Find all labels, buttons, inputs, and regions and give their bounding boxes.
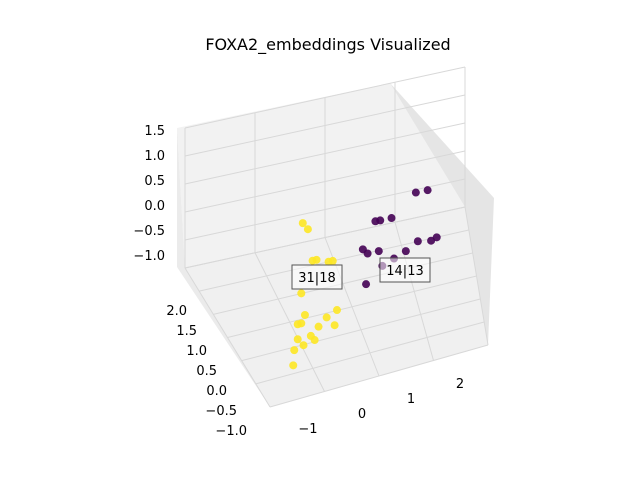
axis-panes [177,83,494,407]
data-point [332,306,341,315]
z-tick-label: 0.0 [144,199,165,214]
data-point [432,233,441,242]
x-tick-label: −1 [298,422,317,437]
z-tick-label: −1.0 [133,249,165,264]
data-point [303,225,312,234]
data-point [312,255,321,264]
data-point [413,237,422,246]
data-point [310,336,319,345]
data-point [297,319,306,328]
data-point [314,322,323,331]
data-point [401,247,410,256]
grid-line [184,178,466,241]
data-point [363,249,372,258]
grid-line [184,122,466,185]
data-point [374,247,383,256]
z-tick-label: 0.5 [144,174,165,189]
y-tick-label: 0.0 [206,384,227,399]
z-tick-label: 1.0 [144,149,165,164]
annotation-box [291,264,343,290]
y-tick-label: −1.0 [215,424,247,439]
grid-line [184,150,466,213]
right-pane [390,83,494,345]
data-point [298,219,307,228]
grid-line [227,275,477,338]
chart-title: FOXA2_embeddings Visualized [205,35,450,55]
data-point [376,216,385,225]
grid-line [255,321,485,385]
x-tick-label: 0 [358,407,366,422]
data-point [330,321,339,330]
data-point [297,289,306,298]
grid-line [269,344,489,408]
grid-line [241,298,481,362]
data-point [387,214,396,223]
annotation-label: 14|13 [386,264,423,279]
z-tick-label: 1.5 [144,124,165,139]
grid-line [184,94,466,157]
data-point [290,346,299,355]
annotation-label: 31|18 [298,271,335,286]
y-tick-label: 1.5 [176,324,197,339]
x-tick-label: 2 [456,377,464,392]
annotations: 31|18 14|13 [291,257,431,290]
y-tick-label: 2.0 [166,304,187,319]
data-point [328,256,337,265]
y-tick-label: 1.0 [186,344,207,359]
back-pane [177,83,465,268]
data-point [300,310,309,319]
y-tick-label: −0.5 [205,404,237,419]
data-point [411,188,420,197]
data-point [362,280,371,289]
data-point [322,313,331,322]
x-tick-label: 1 [407,392,415,407]
grid-line [184,206,466,269]
grid-line [184,66,466,129]
z-tick-label: −0.5 [133,224,165,239]
data-point [293,335,302,344]
y-tick-label: 0.5 [196,364,217,379]
data-point [289,361,298,370]
data-point [299,341,308,350]
data-point [423,186,432,195]
axis-ticks: 1.5 1.0 0.5 0.0 −0.5 −1.0 2.0 1.5 1.0 0.5 0.0 −0.5 −… [133,124,464,439]
annotation-box [379,257,431,283]
